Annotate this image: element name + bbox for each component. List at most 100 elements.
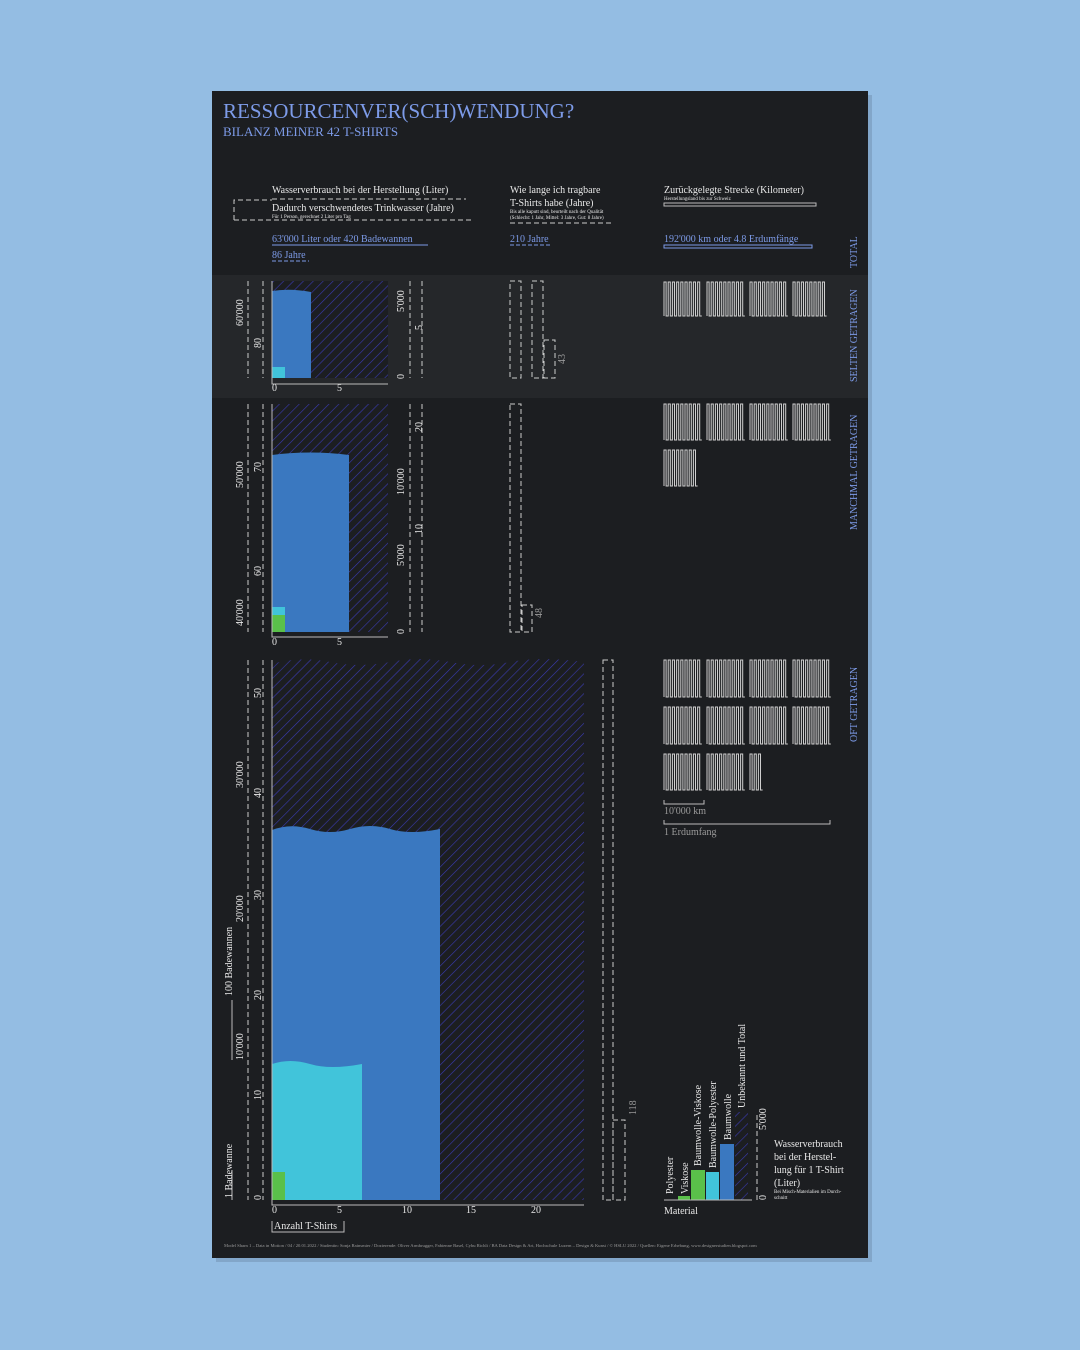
tick: 0 bbox=[272, 637, 277, 648]
tick: 10 bbox=[253, 1090, 264, 1100]
axis bbox=[409, 281, 423, 378]
axis bbox=[247, 660, 264, 1200]
tick: 50 bbox=[253, 688, 264, 698]
tick: 10'000 bbox=[235, 1033, 246, 1060]
bar bbox=[272, 367, 285, 378]
mat-bar-label: Viskose bbox=[680, 1162, 691, 1194]
mat-bar bbox=[678, 1196, 690, 1200]
mat-bar bbox=[735, 1112, 748, 1200]
section-label: SELTEN GETRAGEN bbox=[849, 289, 860, 382]
tick: 0 bbox=[253, 1195, 264, 1200]
distance bbox=[749, 403, 788, 441]
distance bbox=[663, 659, 702, 698]
distance bbox=[663, 753, 702, 791]
mat-bar-label: Unbekannt und Total bbox=[737, 1024, 748, 1108]
tick: 40'000 bbox=[235, 599, 246, 626]
section-label: TOTAL bbox=[849, 236, 860, 268]
axis bbox=[271, 404, 388, 638]
tick: 60'000 bbox=[235, 299, 246, 326]
tick: 20'000 bbox=[235, 895, 246, 922]
tick: 5 bbox=[337, 637, 342, 648]
scale bbox=[663, 820, 831, 825]
mat-bar-label: Baumwolle-Polyester bbox=[708, 1081, 719, 1168]
mat-bar bbox=[691, 1170, 705, 1200]
wear-label: 118 bbox=[628, 1100, 639, 1115]
total: 192'000 km oder 4.8 Erdumfänge bbox=[664, 234, 799, 245]
left-label: 100 Badewannen bbox=[224, 927, 235, 996]
mat-label: Material bbox=[664, 1206, 698, 1217]
mat-bar-label: Baumwolle bbox=[723, 1093, 734, 1140]
tick: 50'000 bbox=[235, 461, 246, 488]
footer: Model Sharn 1 – Data in Motion / 04 / 20… bbox=[224, 1243, 757, 1249]
mat-bar-label: Polyester bbox=[665, 1156, 676, 1194]
distance bbox=[663, 403, 702, 441]
subtitle: BILANZ MEINER 42 T-SHIRTS bbox=[223, 124, 398, 139]
wear bbox=[602, 659, 626, 1201]
col-note: (Schlecht: 1 Jahr, Mittel: 3 Jahre, Gut:… bbox=[510, 216, 604, 221]
tick: 5'000 bbox=[396, 544, 407, 566]
distance bbox=[663, 706, 702, 745]
wear bbox=[509, 403, 533, 633]
tick: 0 bbox=[272, 383, 277, 394]
mat-title: Wasserverbrauch bbox=[774, 1139, 843, 1150]
mat-note: schnitt bbox=[774, 1196, 788, 1201]
distance bbox=[706, 753, 745, 791]
tick: 20 bbox=[531, 1205, 541, 1216]
tick: 0 bbox=[396, 629, 407, 634]
tick: 5 bbox=[337, 1205, 342, 1216]
axis bbox=[271, 281, 388, 385]
underline bbox=[663, 244, 813, 249]
tick: 10'000 bbox=[396, 468, 407, 495]
distance bbox=[706, 659, 745, 698]
bar bbox=[272, 289, 311, 378]
section-label: MANCHMAL GETRAGEN bbox=[849, 415, 860, 530]
total: 86 Jahre bbox=[272, 250, 306, 261]
total: 210 Jahre bbox=[510, 234, 549, 245]
x-label: Anzahl T-Shirts bbox=[274, 1221, 337, 1232]
axis bbox=[409, 404, 423, 632]
distance bbox=[663, 449, 698, 487]
wear-label: 43 bbox=[557, 354, 568, 364]
tick: 10 bbox=[402, 1205, 412, 1216]
scale bbox=[663, 800, 705, 805]
tick: 30'000 bbox=[235, 761, 246, 788]
mat-title: (Liter) bbox=[774, 1178, 800, 1189]
bar bbox=[272, 1061, 362, 1200]
col-subtitle: Dadurch verschwendetes Trinkwasser (Jahr… bbox=[272, 203, 454, 214]
tick: 30 bbox=[253, 890, 264, 900]
tick: 20 bbox=[414, 422, 425, 432]
title: RESSOURCENVER(SCH)WENDUNG? bbox=[223, 99, 574, 123]
bar bbox=[272, 452, 349, 632]
tick: 20 bbox=[253, 990, 264, 1000]
distance bbox=[749, 706, 788, 745]
tick: 15 bbox=[466, 1205, 476, 1216]
total: 63'000 Liter oder 420 Badewannen bbox=[272, 234, 413, 245]
axis bbox=[247, 281, 264, 378]
section-label: OFT GETRAGEN bbox=[849, 667, 860, 742]
col-note: Herstellungsland bis zur Schweiz bbox=[664, 197, 732, 202]
distance bbox=[749, 659, 788, 698]
legend: 10'000 km bbox=[664, 806, 706, 817]
rule bbox=[233, 198, 472, 221]
col-note: Bis alle kaputt sind, beurteilt nach der… bbox=[510, 210, 604, 215]
mat-bar-label: Baumwolle-Viskose bbox=[693, 1084, 704, 1166]
tick: 0 bbox=[396, 374, 407, 379]
distance bbox=[792, 659, 831, 698]
col-title: Zurückgelegte Strecke (Kilometer) bbox=[664, 185, 804, 196]
bar bbox=[272, 615, 285, 632]
distance bbox=[706, 706, 745, 745]
axis bbox=[271, 660, 584, 1206]
distance bbox=[663, 281, 702, 317]
mat-note: Bei Misch-Materialien im Durch- bbox=[774, 1190, 842, 1195]
bar bbox=[272, 1172, 285, 1200]
distance bbox=[749, 753, 763, 791]
tick: 0 bbox=[758, 1195, 769, 1200]
tick: 10 bbox=[414, 524, 425, 534]
tick: 40 bbox=[253, 788, 264, 798]
mat-title: bei der Herstel- bbox=[774, 1152, 836, 1163]
col-title: Wasserverbrauch bei der Herstellung (Lit… bbox=[272, 185, 448, 196]
legend: 1 Erdumfang bbox=[664, 827, 717, 838]
distance bbox=[706, 403, 745, 441]
distance bbox=[749, 281, 788, 317]
